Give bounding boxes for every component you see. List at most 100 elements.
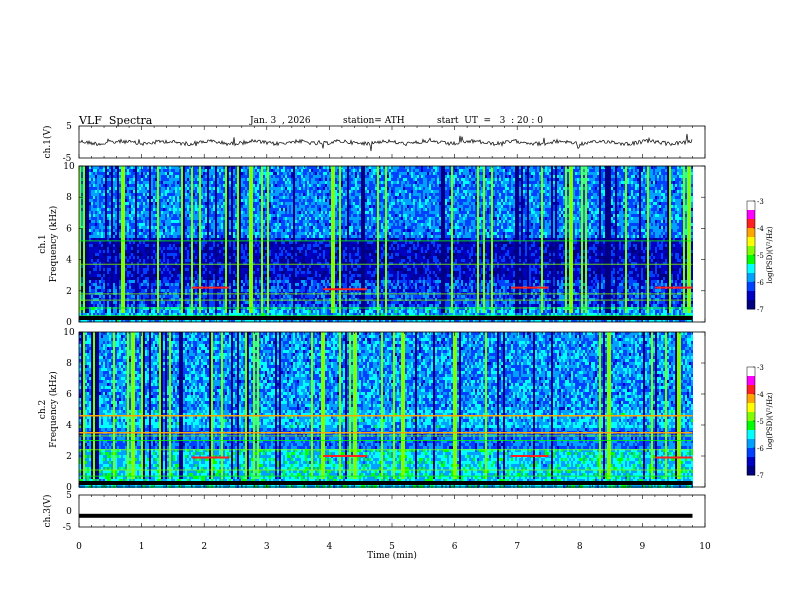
spectrogram-cell: [227, 169, 229, 172]
spectrogram-cell: [227, 199, 229, 202]
spectrogram-cell: [627, 175, 629, 178]
spectrogram-cell: [605, 202, 607, 205]
spectrogram-cell: [337, 205, 339, 208]
spectrogram-cell: [535, 196, 537, 199]
spectrogram-cell: [123, 172, 125, 175]
spectrogram-cell: [471, 190, 473, 193]
spectrogram-cell: [361, 181, 363, 184]
spectrogram-cell: [413, 199, 415, 202]
spectrogram-cell: [433, 208, 435, 211]
spectrogram-cell: [251, 199, 253, 202]
spectrogram-cell: [173, 199, 175, 202]
spectrogram-cell: [579, 178, 581, 181]
spectrogram-cell: [147, 169, 149, 172]
spectrogram-cell: [657, 208, 659, 211]
spectrogram-cell: [245, 187, 247, 190]
spectrogram-cell: [595, 190, 597, 193]
spectrogram-cell: [541, 178, 543, 181]
spectrogram-cell: [373, 193, 375, 196]
spectrogram-cell: [505, 202, 507, 205]
spectrogram-cell: [575, 166, 577, 169]
spectrogram-cell: [637, 211, 639, 214]
spectrogram-cell: [521, 187, 523, 190]
spectrogram-cell: [273, 199, 275, 202]
spectrogram-cell: [567, 190, 569, 193]
spectrogram-cell: [675, 196, 677, 199]
spectrogram-cell: [429, 190, 431, 193]
spectrogram-cell: [303, 166, 305, 169]
spectrogram-cell: [83, 193, 85, 196]
spectrogram-cell: [437, 205, 439, 208]
spectrogram-cell: [475, 184, 477, 187]
spectrogram-cell: [229, 178, 231, 181]
spectrogram-cell: [283, 196, 285, 199]
spectrogram-cell: [341, 181, 343, 184]
spectrogram-cell: [267, 184, 269, 187]
spectrogram-cell: [597, 181, 599, 184]
spectrogram-cell: [495, 175, 497, 178]
spectrogram-cell: [279, 208, 281, 211]
spectrogram-cell: [641, 205, 643, 208]
spectrogram-cell: [529, 211, 531, 214]
spectrogram-cell: [227, 187, 229, 190]
spectrogram-cell: [397, 178, 399, 181]
spectrogram-cell: [501, 175, 503, 178]
spectrogram-cell: [643, 193, 645, 196]
spectrogram-cell: [553, 169, 555, 172]
spectrogram-cell: [471, 196, 473, 199]
spectrogram-cell: [255, 202, 257, 205]
spectrogram-cell: [393, 181, 395, 184]
spectrogram-cell: [319, 166, 321, 169]
spectrogram-cell: [485, 187, 487, 190]
spectrogram-cell: [97, 181, 99, 184]
spectrogram-cell: [181, 172, 183, 175]
spectrogram-cell: [499, 166, 501, 169]
spectrogram-cell: [687, 169, 689, 172]
spectrogram-cell: [585, 193, 587, 196]
spectrogram-cell: [649, 199, 651, 202]
spectrogram-cell: [273, 202, 275, 205]
spectrogram-cell: [535, 169, 537, 172]
spectrogram-cell: [105, 187, 107, 190]
spectrogram-cell: [509, 169, 511, 172]
spectrogram-cell: [247, 172, 249, 175]
spectrogram-cell: [611, 205, 613, 208]
spectrogram-cell: [481, 208, 483, 211]
spectrogram-cell: [611, 193, 613, 196]
spectrogram-cell: [481, 196, 483, 199]
spectrogram-cell: [513, 202, 515, 205]
spectrogram-cell: [531, 202, 533, 205]
spectrogram-cell: [637, 190, 639, 193]
spectrogram-cell: [623, 199, 625, 202]
spectrogram-cell: [497, 211, 499, 214]
spectrogram-cell: [449, 205, 451, 208]
spectrogram-cell: [149, 208, 151, 211]
spectrogram-cell: [673, 172, 675, 175]
spectrogram-cell: [611, 184, 613, 187]
spectrogram-cell: [629, 184, 631, 187]
spectrogram-cell: [339, 187, 341, 190]
spectrogram-cell: [381, 172, 383, 175]
spectrogram-cell: [515, 196, 517, 199]
spectrogram-cell: [493, 184, 495, 187]
spectrogram-cell: [379, 187, 381, 190]
spectrogram-cell: [233, 202, 235, 205]
spectrogram-cell: [675, 175, 677, 178]
spectrogram-cell: [619, 175, 621, 178]
spectrogram-cell: [167, 211, 169, 214]
spectrogram-cell: [321, 202, 323, 205]
spectrogram-cell: [563, 187, 565, 190]
spectrogram-cell: [541, 190, 543, 193]
spectrogram-cell: [473, 208, 475, 211]
spectrogram-cell: [617, 166, 619, 169]
spectrogram-cell: [109, 205, 111, 208]
spectrogram-cell: [269, 166, 271, 169]
spectrogram-cell: [545, 202, 547, 205]
spectrogram-cell: [663, 166, 665, 169]
spectrogram-cell: [651, 190, 653, 193]
spectrogram-cell: [669, 187, 671, 190]
spectrogram-cell: [237, 208, 239, 211]
spectrogram-cell: [499, 190, 501, 193]
spectrogram-cell: [661, 175, 663, 178]
spectrogram-cell: [599, 169, 601, 172]
